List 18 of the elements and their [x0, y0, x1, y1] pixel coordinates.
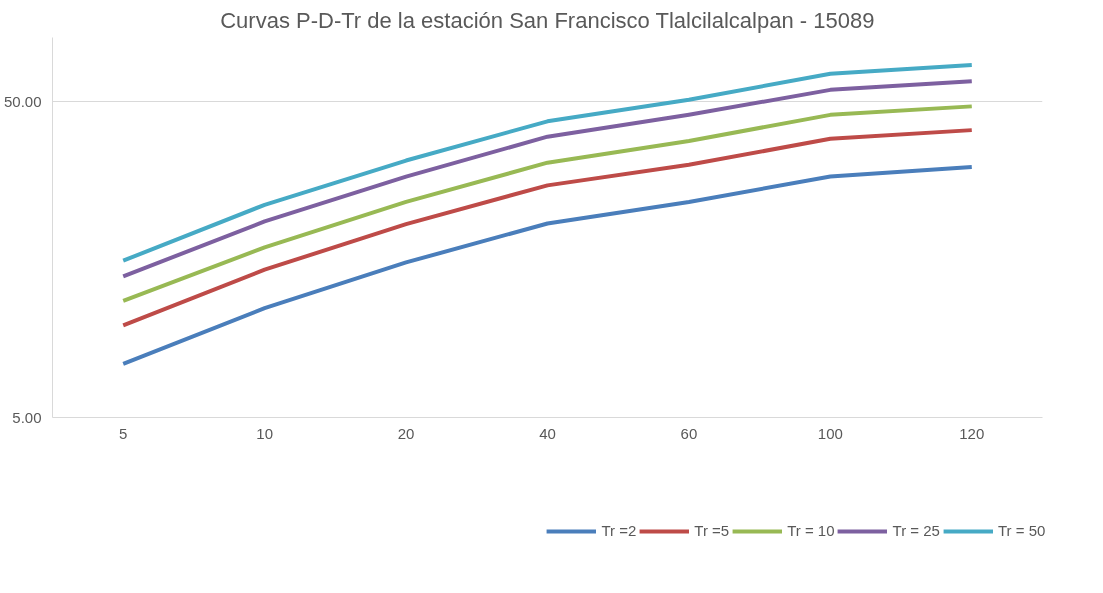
x-tick-label: 40	[539, 424, 556, 442]
x-tick-label: 5	[119, 424, 128, 442]
x-tick-label: 120	[959, 424, 985, 442]
y-tick-label: 5.00	[12, 408, 42, 426]
line-series	[121, 164, 974, 366]
x-tick-label: 10	[256, 424, 273, 442]
x-tick-label: 20	[397, 424, 415, 442]
line-series	[121, 104, 974, 303]
legend-label: Tr = 25	[892, 522, 940, 539]
legend-label: Tr =5	[694, 522, 730, 539]
y-tick-label: 50.00	[3, 92, 42, 110]
line-series	[121, 128, 974, 328]
legend-label: Tr =2	[601, 522, 637, 539]
x-tick-label: 100	[817, 424, 843, 442]
legend-label: Tr = 50	[997, 522, 1046, 539]
legend-label: Tr = 10	[787, 522, 835, 539]
x-tick-label: 60	[680, 424, 698, 442]
chart-title: Curvas P-D-Tr de la estación San Francisco Tlalcilalcalpan - 15089	[220, 7, 875, 33]
